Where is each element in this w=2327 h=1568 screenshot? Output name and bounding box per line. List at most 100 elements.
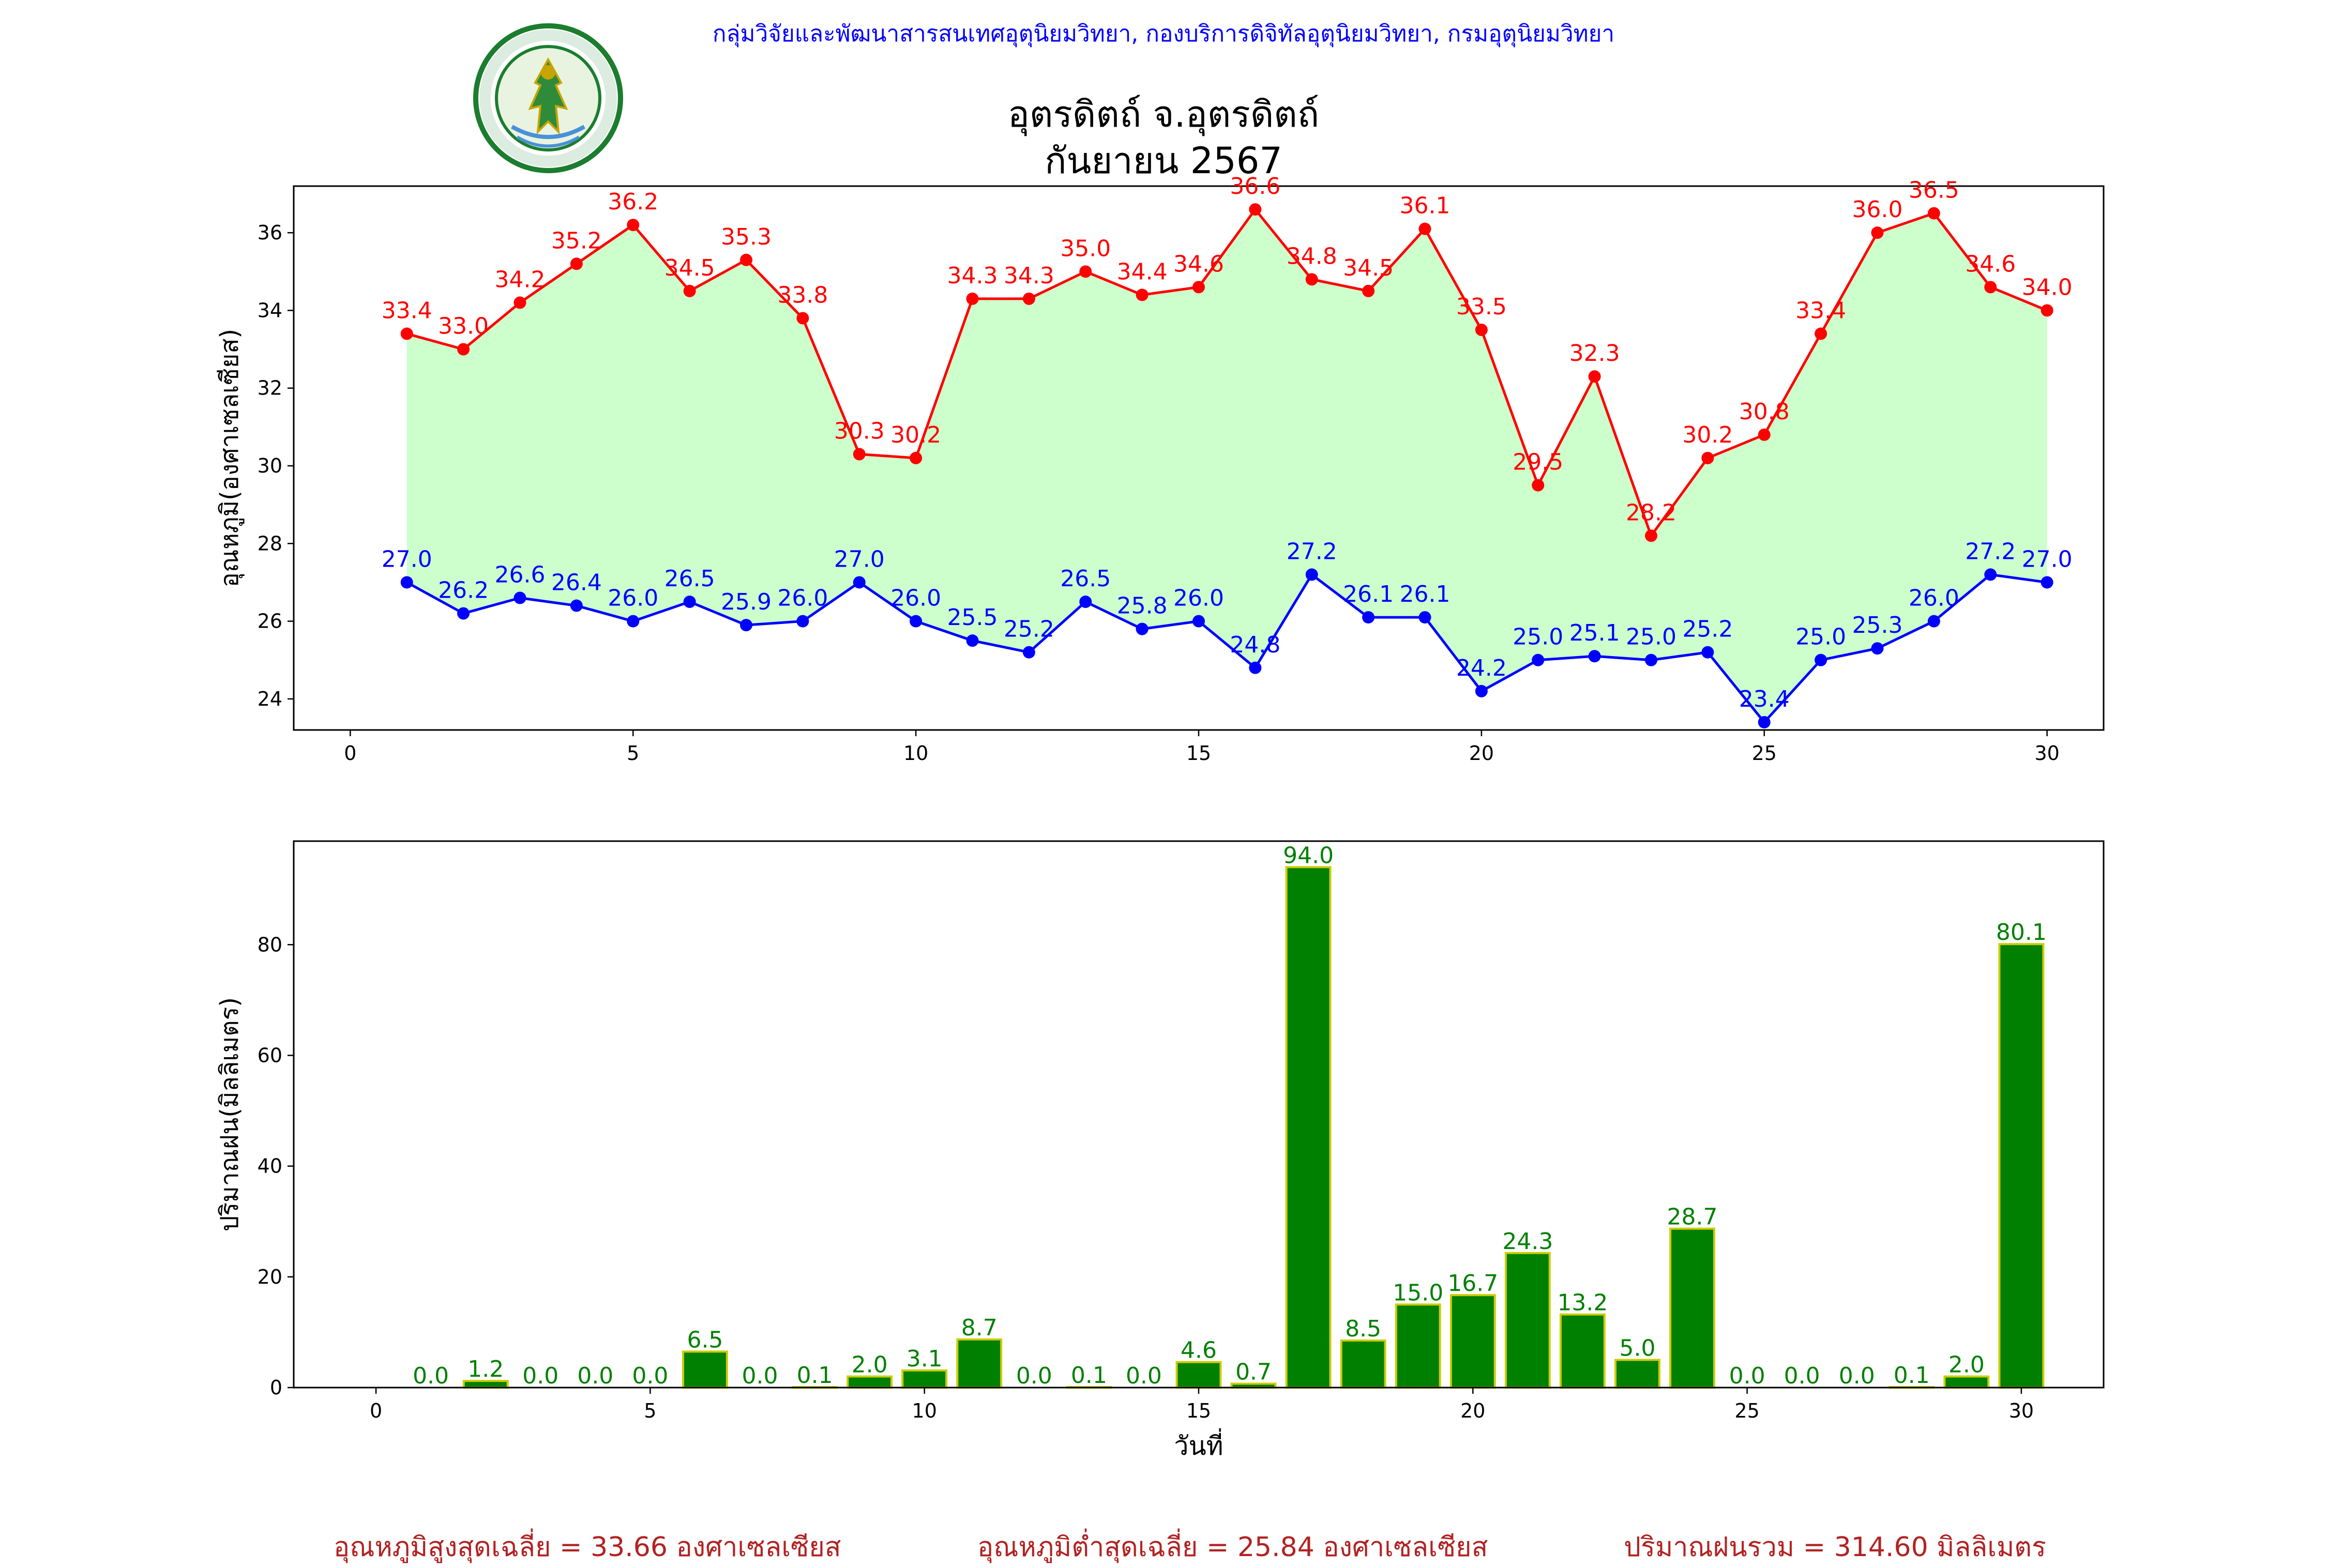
rainfall-bar — [847, 1375, 893, 1389]
min-temperature-label: 26.2 — [438, 577, 489, 604]
min-temperature-point — [1532, 653, 1545, 666]
rainfall-bar-label: 0.0 — [1839, 1363, 1875, 1389]
rainfall-bar — [1449, 1294, 1496, 1389]
max-temperature-label: 34.8 — [1287, 243, 1337, 269]
rainfall-bar-label: 0.1 — [1894, 1362, 1930, 1389]
min-temperature-label: 25.9 — [721, 589, 772, 615]
min-temperature-label: 23.4 — [1739, 686, 1790, 712]
month-title: กันยายน 2567 — [1045, 140, 1282, 182]
rainfall-bar-label: 3.1 — [906, 1346, 943, 1372]
rainfall-bar — [682, 1350, 728, 1389]
rainfall-bar — [1614, 1359, 1660, 1389]
max-temperature-label: 30.8 — [1739, 399, 1790, 425]
max-temperature-label: 36.0 — [1852, 196, 1903, 223]
max-temperature-point — [683, 284, 696, 297]
max-temperature-point — [1645, 529, 1657, 542]
min-temperature-point — [1249, 661, 1262, 674]
rainfall-bar — [1560, 1313, 1606, 1389]
rainfall-bar-label: 0.0 — [1729, 1363, 1765, 1389]
max-temperature-point — [1532, 479, 1545, 492]
max-temperature-point — [2041, 304, 2053, 317]
min-temperature-label: 26.0 — [1909, 585, 1959, 612]
rainfall-x-tick-label: 25 — [1734, 1399, 1759, 1422]
max-temperature-label: 35.3 — [721, 224, 772, 250]
rainfall-bar-label: 0.0 — [1126, 1363, 1162, 1389]
min-temperature-point — [1871, 642, 1884, 655]
max-temperature-point — [1871, 226, 1884, 239]
max-temperature-point — [1136, 288, 1149, 301]
rainfall-bar-label: 1.2 — [467, 1356, 504, 1382]
min-temperature-label: 27.0 — [2022, 546, 2073, 572]
rainfall-bar-label: 24.3 — [1502, 1228, 1553, 1255]
max-temperature-line — [406, 207, 2048, 539]
max-temperature-point — [513, 296, 526, 309]
max-temperature-point — [1305, 273, 1318, 286]
min-temperature-label: 26.1 — [1400, 581, 1450, 607]
rainfall-y-axis-label: ปริมาณฝน(มิลลิเมตร) — [215, 997, 244, 1231]
temperature-range-fill — [406, 209, 2047, 722]
max-temperature-label: 33.0 — [438, 313, 489, 340]
min-temperature-point — [1192, 615, 1205, 628]
temperature-x-tick-label: 5 — [627, 742, 639, 765]
min-temperature-label: 25.5 — [947, 604, 998, 631]
max-temperature-point — [910, 452, 923, 464]
min-temperature-point — [740, 619, 752, 632]
rainfall-bar-label: 8.5 — [1345, 1316, 1381, 1342]
rainfall-bar — [1998, 943, 2045, 1389]
min-temperature-point — [1305, 568, 1318, 581]
rainfall-x-tick-label: 5 — [644, 1399, 656, 1422]
min-temperature-label: 26.6 — [495, 562, 546, 588]
max-temperature-label: 34.5 — [664, 255, 715, 281]
max-temperature-label: 33.5 — [1456, 294, 1507, 320]
rainfall-bar-label: 2.0 — [852, 1352, 888, 1378]
summary-avg-max: อุณหภูมิสูงสุดเฉลี่ย = 33.66 องศาเซลเซีย… — [334, 1532, 841, 1563]
min-temperature-label: 26.5 — [664, 566, 715, 592]
max-temperature-label: 34.3 — [1004, 263, 1054, 289]
max-temperature-point — [740, 253, 752, 266]
rainfall-x-tick-label: 0 — [370, 1399, 382, 1422]
rainfall-bar-label: 5.0 — [1619, 1335, 1655, 1361]
rainfall-bar — [956, 1338, 1003, 1389]
min-temperature-label: 27.0 — [834, 546, 885, 572]
rainfall-x-tick-label: 20 — [1460, 1399, 1485, 1422]
min-temperature-point — [796, 615, 809, 628]
rainfall-bar-label: 0.0 — [1016, 1363, 1052, 1389]
max-temperature-label: 32.3 — [1569, 340, 1620, 367]
rainfall-bar-label: 4.6 — [1181, 1337, 1217, 1364]
rainfall-bar-label: 0.0 — [632, 1363, 668, 1389]
rainfall-bar — [1285, 866, 1332, 1389]
max-temperature-point — [1475, 324, 1488, 337]
max-temperature-point — [1249, 203, 1262, 216]
max-temperature-point — [853, 448, 866, 461]
min-temperature-point — [513, 591, 526, 604]
min-temperature-point — [1418, 611, 1431, 624]
min-temperature-point — [910, 615, 923, 628]
rainfall-bar-label: 0.0 — [522, 1363, 558, 1389]
rainfall-x-tick-label: 30 — [2009, 1399, 2034, 1422]
rainfall-y-tick-label: 60 — [258, 1044, 282, 1067]
max-temperature-label: 34.2 — [495, 266, 546, 293]
max-temperature-label: 34.4 — [1117, 258, 1168, 285]
min-temperature-point — [1362, 611, 1375, 624]
rainfall-bar-label: 8.7 — [961, 1315, 998, 1341]
min-temperature-label: 26.0 — [1173, 585, 1224, 612]
rainfall-bar-label: 6.5 — [687, 1327, 723, 1353]
min-temperature-label: 26.0 — [777, 585, 828, 612]
min-temperature-point — [2041, 576, 2053, 589]
rainfall-bar-label: 0.1 — [797, 1362, 833, 1389]
max-temperature-point — [1927, 207, 1940, 220]
rainfall-bar-label: 15.0 — [1393, 1280, 1443, 1306]
temperature-y-tick-label: 26 — [258, 610, 282, 633]
min-temperature-point — [1758, 716, 1771, 728]
max-temperature-label: 33.8 — [777, 282, 828, 308]
rainfall-x-tick-label: 15 — [1186, 1399, 1211, 1422]
max-temperature-point — [570, 257, 583, 270]
max-temperature-point — [1701, 452, 1714, 464]
temperature-x-tick-label: 15 — [1186, 742, 1211, 765]
min-temperature-point — [966, 634, 979, 647]
max-temperature-label: 34.3 — [947, 263, 998, 289]
rainfall-bar-label: 2.0 — [1948, 1352, 1985, 1378]
rainfall-bar-label: 0.1 — [1071, 1362, 1107, 1389]
max-temperature-label: 34.0 — [2022, 274, 2073, 300]
min-temperature-label: 26.0 — [890, 585, 941, 612]
